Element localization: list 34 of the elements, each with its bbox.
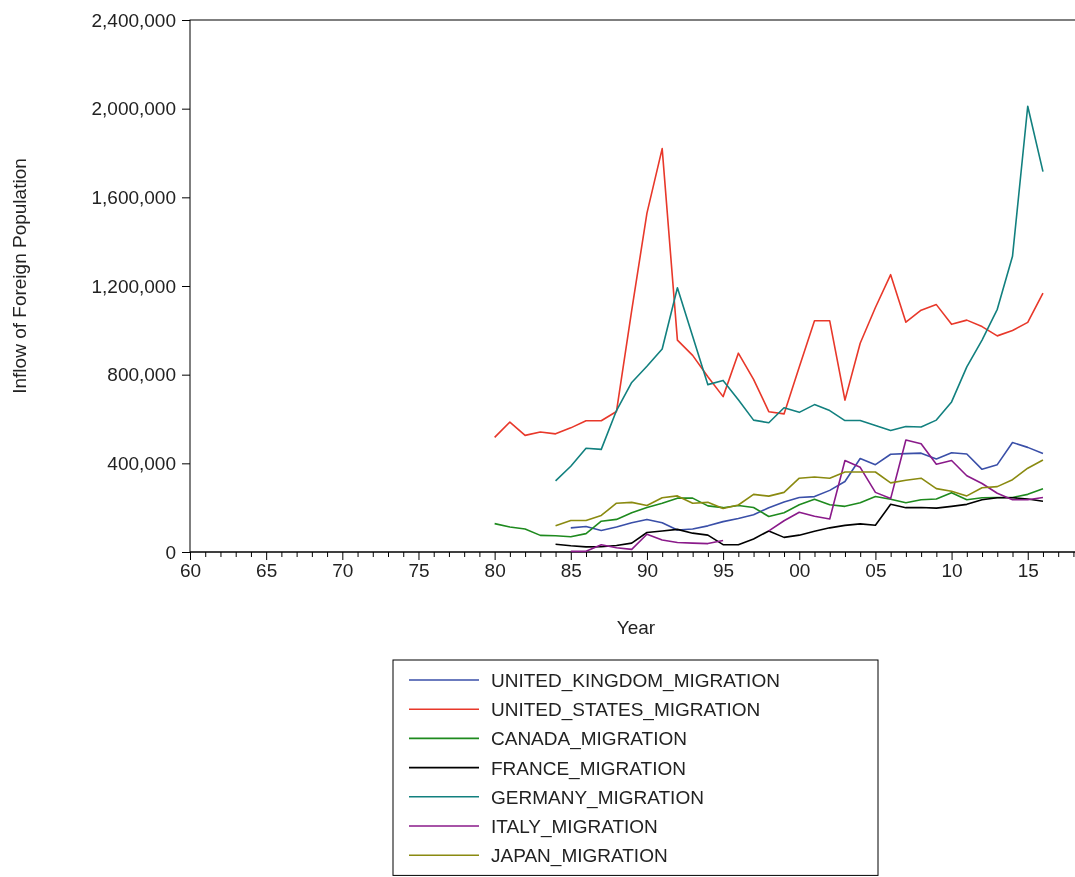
x-tick-label: 15 [1017, 560, 1039, 582]
line-series [569, 441, 1044, 532]
line-series [493, 147, 1044, 439]
y-tick-label: 800,000 [107, 364, 176, 386]
x-tick-label: 70 [332, 560, 354, 582]
y-tick-label: 400,000 [107, 452, 176, 474]
legend-label: ITALY_MIGRATION [491, 816, 658, 838]
y-tick-label: 0 [165, 541, 176, 563]
legend-label: FRANCE_MIGRATION [491, 757, 686, 780]
y-tick-label: 2,400,000 [91, 9, 176, 31]
x-tick-label: 10 [941, 560, 963, 582]
legend-label: JAPAN_MIGRATION [491, 845, 668, 868]
x-tick-label: 65 [256, 560, 278, 582]
x-tick-label: 75 [408, 560, 430, 582]
y-tick-label: 2,000,000 [91, 98, 176, 120]
y-axis-title: Inflow of Foreign Population [9, 158, 30, 394]
legend-label: UNITED_STATES_MIGRATION [491, 699, 761, 722]
x-tick-label: 00 [789, 560, 811, 582]
y-tick-label: 1,200,000 [91, 275, 176, 297]
x-tick-label: 60 [179, 560, 202, 582]
x-tick-label: 80 [484, 560, 506, 582]
x-tick-label: 95 [713, 560, 735, 582]
legend-label: GERMANY_MIGRATION [491, 786, 704, 809]
x-tick-label: 05 [865, 560, 887, 582]
x-tick-label: 85 [560, 560, 582, 582]
legend-label: CANADA_MIGRATION [491, 728, 688, 751]
line-series [554, 496, 1044, 548]
line-series [493, 488, 1044, 538]
x-tick-label: 90 [636, 560, 659, 582]
y-tick-label: 1,600,000 [91, 186, 176, 208]
x-axis-title: Year [616, 617, 656, 638]
line-series [554, 105, 1044, 482]
line-series [554, 459, 1044, 527]
legend-label: UNITED_KINGDOM_MIGRATION [491, 670, 780, 692]
